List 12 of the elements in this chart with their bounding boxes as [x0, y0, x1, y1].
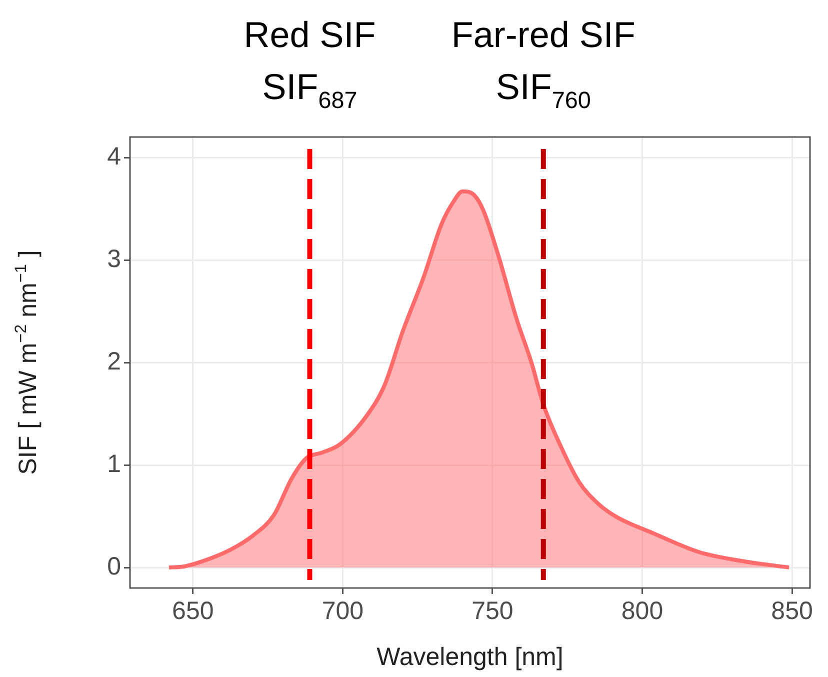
y-axis-title: SIF [ mW m−2 nm−1 ] — [12, 250, 42, 475]
y-tick-label: 1 — [107, 450, 121, 478]
x-tick-label: 700 — [322, 596, 364, 625]
x-tick-label: 800 — [621, 596, 664, 625]
x-tick-label: 850 — [771, 596, 813, 625]
y-tick-label: 4 — [107, 142, 122, 170]
x-tick-label: 750 — [472, 596, 514, 625]
y-tick-label: 3 — [107, 244, 121, 273]
x-tick-label: 650 — [172, 596, 214, 625]
x-axis-title: Wavelength [nm] — [376, 642, 564, 671]
y-tick-label: 2 — [107, 347, 121, 376]
y-tick-label: 0 — [107, 552, 121, 580]
